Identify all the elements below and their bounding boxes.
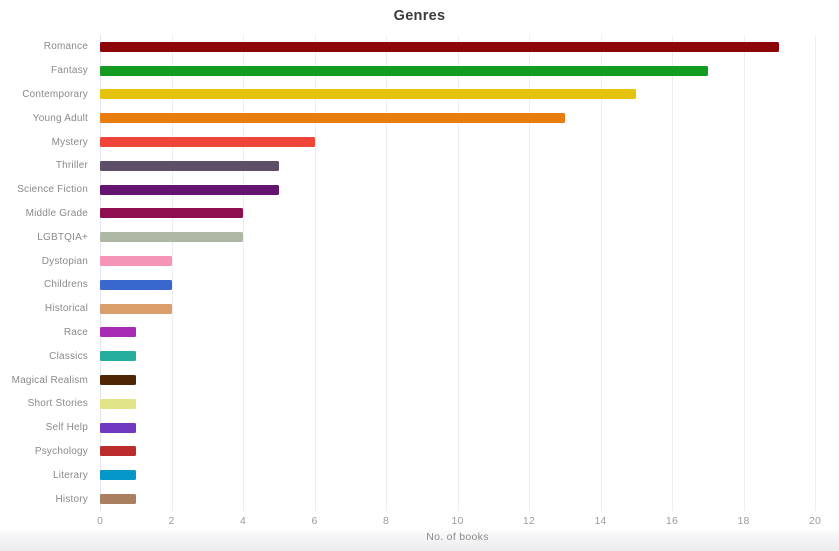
bar-romance — [100, 41, 780, 52]
x-tick-label-20: 20 — [808, 515, 822, 527]
x-tick-label-6: 6 — [311, 515, 318, 527]
bar-row-magical-realism — [100, 368, 815, 392]
category-label-psychology: Psychology — [34, 445, 88, 457]
category-label-literary: Literary — [53, 469, 88, 481]
category-label-magical-realism: Magical Realism — [11, 374, 88, 386]
category-label-history: History — [55, 493, 88, 505]
bar-row-dystopian — [100, 249, 815, 273]
bar-row-fantasy — [100, 59, 815, 83]
gridline-10 — [457, 35, 459, 511]
category-label-self-help: Self Help — [45, 422, 88, 434]
plot-area — [100, 35, 816, 511]
x-tick-label-0: 0 — [96, 515, 104, 527]
bar-childrens — [100, 279, 172, 290]
category-label-historical: Historical — [44, 303, 88, 315]
x-tick-label-2: 2 — [168, 515, 175, 527]
x-tick-label-18: 18 — [737, 515, 750, 527]
category-label-thriller: Thriller — [55, 160, 88, 172]
x-tick-label-8: 8 — [382, 515, 390, 527]
bar-psychology — [100, 446, 136, 457]
bar-row-young-adult — [100, 106, 815, 130]
bar-row-race — [100, 321, 815, 345]
category-label-science-fiction: Science Fiction — [17, 184, 88, 196]
x-tick-label-12: 12 — [522, 515, 536, 527]
bar-contemporary — [100, 89, 637, 100]
gridline-8 — [386, 35, 387, 511]
bar-row-history — [100, 487, 815, 511]
bar-self-help — [100, 422, 136, 433]
bar-historical — [100, 303, 172, 314]
x-tick-label-4: 4 — [239, 515, 247, 527]
category-label-lgbtqia: LGBTQIA+ — [37, 231, 88, 243]
bar-row-short-stories — [100, 392, 815, 416]
bar-literary — [100, 470, 136, 481]
bar-young-adult — [100, 113, 565, 124]
gridline-0 — [100, 35, 101, 511]
bar-short-stories — [100, 398, 136, 409]
category-label-race: Race — [63, 326, 88, 338]
gridline-6 — [314, 35, 316, 511]
bar-race — [100, 327, 136, 338]
x-tick-label-14: 14 — [594, 515, 607, 527]
bar-row-romance — [100, 35, 815, 59]
bar-row-science-fiction — [100, 178, 815, 202]
category-label-dystopian: Dystopian — [41, 255, 88, 267]
bar-dystopian — [100, 256, 172, 267]
chart-title: Genres — [393, 8, 446, 24]
bar-middle-grade — [100, 208, 243, 219]
category-label-fantasy: Fantasy — [51, 65, 88, 77]
bar-thriller — [100, 160, 279, 171]
bar-science-fiction — [100, 184, 279, 195]
bar-classics — [100, 351, 136, 362]
gridline-20 — [815, 35, 816, 511]
bar-row-lgbtqia — [100, 225, 815, 249]
category-label-contemporary: Contemporary — [22, 88, 88, 100]
gridline-14 — [600, 35, 602, 511]
gridline-12 — [529, 35, 530, 511]
bar-history — [100, 494, 136, 505]
bar-row-childrens — [100, 273, 815, 297]
x-axis-title: No. of books — [426, 531, 489, 543]
category-axis-labels: Romance Fantasy Contemporary Young Adult Mys… — [0, 35, 88, 511]
x-axis-tick-labels: 0 2 4 6 8 10 12 14 16 18 20 — [96, 515, 821, 529]
category-label-classics: Classics — [49, 350, 88, 362]
bar-row-psychology — [100, 440, 815, 464]
bars-container — [100, 35, 815, 511]
bar-row-thriller — [100, 154, 815, 178]
bar-row-classics — [100, 344, 815, 368]
bar-mystery — [100, 137, 315, 148]
x-tick-label-10: 10 — [451, 515, 464, 527]
bottom-gradient-strip — [0, 528, 839, 551]
category-label-young-adult: Young Adult — [32, 112, 88, 124]
gridline-18 — [743, 35, 745, 511]
bar-row-contemporary — [100, 83, 815, 107]
gridline-4 — [243, 35, 244, 511]
bar-fantasy — [100, 65, 708, 76]
category-label-childrens: Childrens — [43, 279, 88, 291]
bar-row-middle-grade — [100, 202, 815, 226]
bar-row-literary — [100, 463, 815, 487]
category-label-romance: Romance — [43, 41, 88, 53]
bar-magical-realism — [100, 375, 136, 386]
bar-row-historical — [100, 297, 815, 321]
gridline-16 — [672, 35, 673, 511]
category-label-short-stories: Short Stories — [27, 398, 88, 410]
category-label-mystery: Mystery — [51, 136, 88, 148]
gridline-2 — [171, 35, 173, 511]
category-label-middle-grade: Middle Grade — [25, 207, 88, 219]
bar-row-mystery — [100, 130, 815, 154]
bar-lgbtqia — [100, 232, 243, 243]
x-tick-label-16: 16 — [665, 515, 679, 527]
bar-row-self-help — [100, 416, 815, 440]
